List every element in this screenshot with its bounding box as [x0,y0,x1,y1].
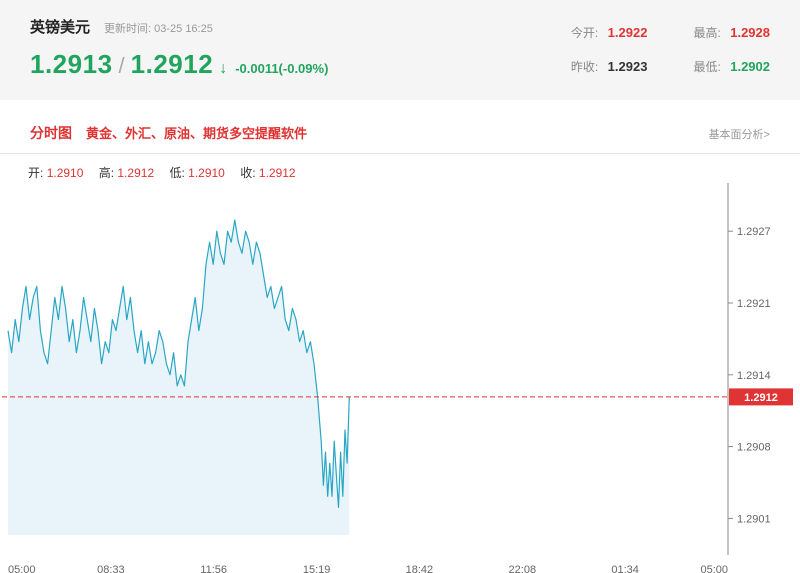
high-label: 高: [98,166,115,180]
fundamental-analysis-link[interactable]: 基本面分析> [708,129,770,141]
stat-prev-close-value: 1.2923 [607,59,648,74]
stat-low-value: 1.2902 [730,59,770,74]
svg-text:1.2901: 1.2901 [737,513,771,525]
section-bar: 分时图 黄金、外汇、原油、期货多空提醒软件 基本面分析> [0,115,800,154]
ask-price: 1.2912 [130,49,214,79]
stat-prev-close: 昨收: 1.2923 [571,58,648,76]
price-change: -0.0011(-0.09%) [235,61,329,76]
stat-open-value: 1.2922 [607,25,648,40]
svg-text:1.2927: 1.2927 [737,226,771,238]
svg-text:1.2912: 1.2912 [744,392,778,404]
svg-text:1.2908: 1.2908 [737,442,771,454]
low-value: 1.2910 [188,166,225,180]
low-label: 低: [169,166,185,180]
svg-text:05:00: 05:00 [8,564,36,573]
svg-text:11:56: 11:56 [200,564,227,573]
intraday-line-chart: 1.2927 1.2921 1.2914 1.2908 1.2901 1.2912 05:0… [2,183,793,573]
svg-text:01:34: 01:34 [611,564,639,573]
svg-text:22:08: 22:08 [509,564,537,573]
stat-low: 最低: 1.2902 [693,58,770,76]
quote-stats: 今开: 1.2922 最高: 1.2928 昨收: 1.2923 最低: 1.2… [571,16,770,100]
svg-text:1.2914: 1.2914 [737,370,771,382]
close-value: 1.2912 [258,166,296,180]
svg-text:15:19: 15:19 [303,564,331,573]
update-time: 更新时间: 03-25 16:25 [104,23,213,35]
svg-text:18:42: 18:42 [406,564,434,573]
quote-header: 英镑美元 更新时间: 03-25 16:25 1.2913 / 1.2912 ↓… [0,0,800,100]
stat-open-label: 今开: [570,26,599,40]
price-slash: / [118,53,125,78]
svg-text:08:33: 08:33 [97,564,125,573]
ohlc-row: 开: 1.2910 高: 1.2912 低: 1.2910 收: 1.2912 [0,154,800,183]
svg-text:1.2921: 1.2921 [737,298,771,310]
price-row: 1.2913 / 1.2912 ↓ -0.0011(-0.09%) [30,49,328,80]
open-label: 开: [28,166,44,180]
bid-price: 1.2913 [30,49,113,79]
quote-left: 英镑美元 更新时间: 03-25 16:25 1.2913 / 1.2912 ↓… [30,16,328,100]
stat-high: 最高: 1.2928 [693,24,770,42]
promo-link[interactable]: 黄金、外汇、原油、期货多空提醒软件 [86,126,308,141]
high-value: 1.2912 [117,166,155,180]
down-arrow-icon: ↓ [219,60,228,77]
tab-intraday-chart[interactable]: 分时图 [30,125,72,141]
close-label: 收: [240,166,256,180]
stat-low-label: 最低: [693,60,721,74]
open-value: 1.2910 [46,166,84,180]
chart-area: 开: 1.2910 高: 1.2912 低: 1.2910 收: 1.2912 … [0,154,800,573]
stat-open: 今开: 1.2922 [571,24,648,42]
stat-prev-close-label: 昨收: [570,60,599,74]
pair-name: 英镑美元 [30,19,91,36]
svg-text:05:00: 05:00 [700,564,728,573]
stat-high-value: 1.2928 [730,25,770,40]
stat-high-label: 最高: [693,26,721,40]
